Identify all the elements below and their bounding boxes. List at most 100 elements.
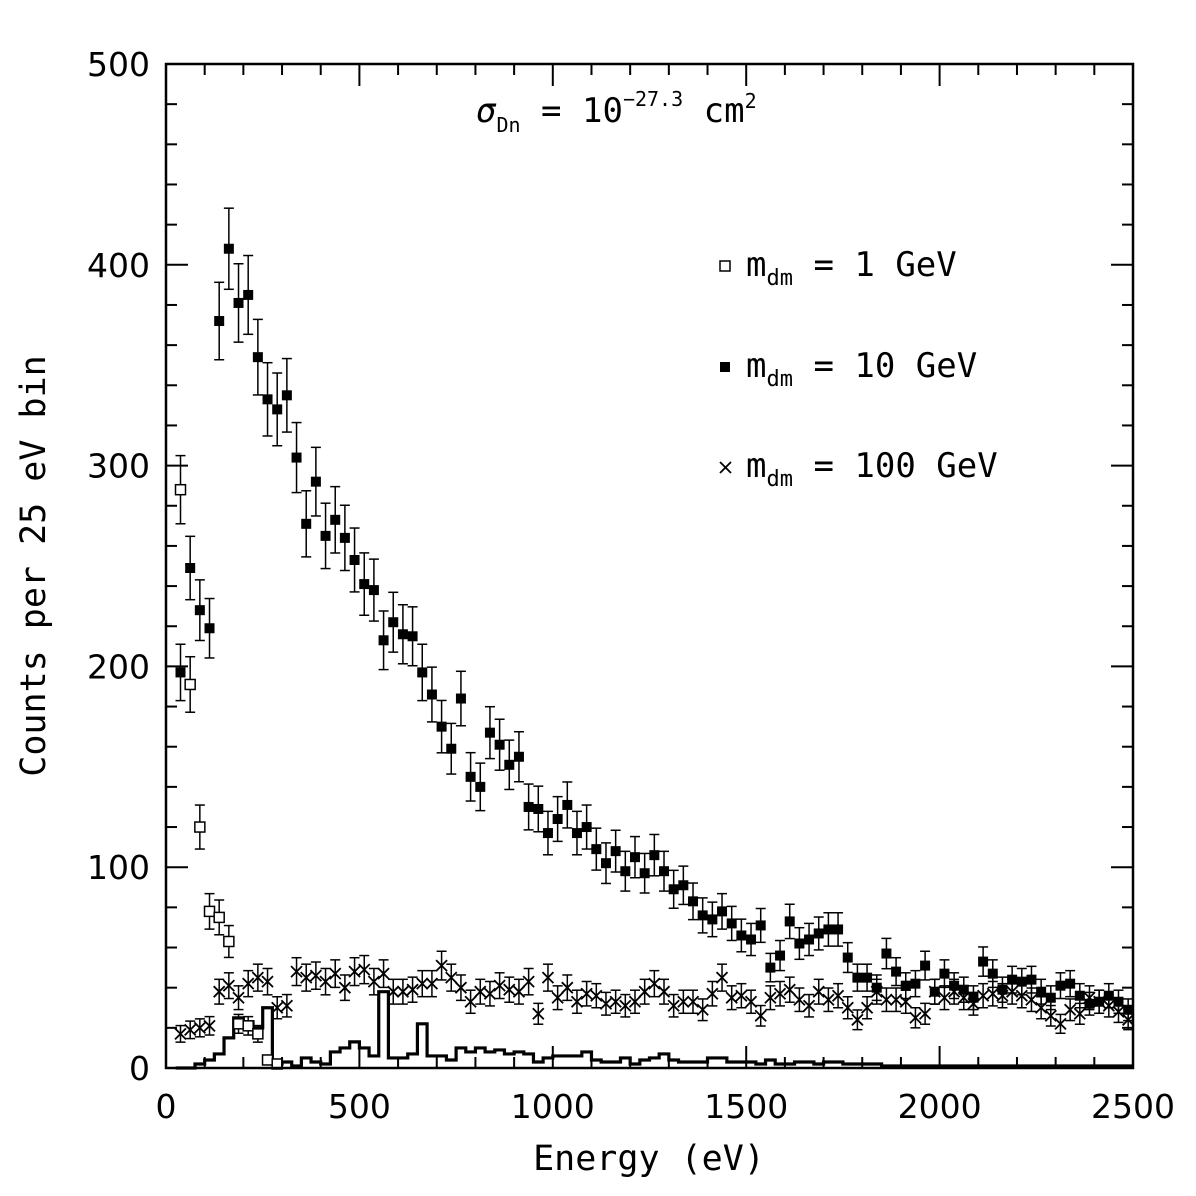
- point-10gev: [852, 972, 863, 983]
- point-100gev: [880, 993, 893, 1006]
- point-100gev: [503, 983, 516, 996]
- point-100gev: [831, 989, 845, 1002]
- point-10gev: [871, 982, 882, 993]
- point-10gev: [823, 924, 834, 935]
- point-10gev: [620, 866, 631, 877]
- point-100gev: [387, 985, 400, 998]
- point-10gev: [600, 858, 611, 869]
- point-1gev: [203, 905, 216, 918]
- point-10gev: [194, 605, 205, 616]
- point-10gev: [1113, 996, 1124, 1007]
- point-100gev: [938, 991, 951, 1004]
- point-10gev: [1103, 990, 1114, 1001]
- y-tick-label: 0: [129, 1049, 150, 1088]
- point-100gev: [522, 975, 535, 988]
- point-100gev: [300, 971, 313, 984]
- point-100gev: [512, 985, 526, 998]
- point-100gev: [599, 997, 613, 1010]
- point-100gev: [580, 987, 593, 1000]
- point-100gev: [1093, 995, 1106, 1008]
- point-100gev: [773, 987, 787, 1000]
- point-10gev: [833, 924, 844, 935]
- point-100gev: [677, 995, 690, 1008]
- point-10gev: [765, 962, 776, 973]
- point-10gev: [310, 476, 321, 487]
- annotation-exponent: −27.3: [623, 87, 683, 111]
- point-10gev: [717, 906, 728, 917]
- point-100gev: [309, 969, 323, 982]
- point-10gev: [513, 751, 524, 762]
- point-100gev: [628, 995, 642, 1008]
- point-100gev: [667, 999, 680, 1012]
- point-10gev: [330, 514, 341, 525]
- point-100gev: [638, 985, 651, 998]
- point-100gev: [1005, 985, 1019, 998]
- point-10gev: [610, 846, 621, 857]
- point-100gev: [358, 963, 371, 976]
- point-100gev: [271, 1001, 284, 1014]
- point-10gev: [1055, 980, 1066, 991]
- point-100gev: [232, 991, 245, 1004]
- point-10gev: [571, 828, 582, 839]
- point-100gev: [280, 999, 294, 1012]
- histogram-layer: [175, 990, 1133, 1070]
- point-10gev: [185, 563, 196, 574]
- point-10gev: [397, 629, 408, 640]
- x-tick-label: 0: [156, 1087, 177, 1126]
- point-10gev: [1036, 986, 1047, 997]
- x-axis-title: Energy (eV): [533, 1139, 765, 1179]
- point-10gev: [494, 739, 505, 750]
- cross-section-annotation: σDn = 10−27.3 cm2: [476, 87, 757, 137]
- point-10gev: [523, 801, 534, 812]
- point-10gev: [804, 934, 815, 945]
- point-10gev: [552, 814, 563, 825]
- background-histogram: [175, 990, 1133, 1070]
- point-10gev: [736, 930, 747, 941]
- point-10gev: [291, 452, 302, 463]
- point-10gev: [1007, 974, 1018, 985]
- point-10gev: [1045, 992, 1056, 1003]
- point-100gev: [570, 995, 584, 1008]
- point-100gev: [261, 975, 274, 988]
- point-100gev: [764, 991, 777, 1004]
- point-100gev: [754, 1009, 767, 1022]
- point-10gev: [349, 554, 360, 565]
- point-100gev: [483, 987, 497, 1000]
- point-100gev: [793, 993, 806, 1006]
- point-10gev: [813, 928, 824, 939]
- point-10gev: [504, 759, 515, 770]
- point-10gev: [1065, 978, 1076, 989]
- legend-label-1gev: mdm = 1 GeV: [746, 245, 957, 291]
- point-10gev: [949, 980, 960, 991]
- point-10gev: [939, 968, 950, 979]
- point-10gev: [794, 938, 805, 949]
- open-square-icon: [719, 260, 731, 272]
- point-100gev: [338, 981, 352, 994]
- point-10gev: [707, 914, 718, 925]
- annotation-unit: cm: [683, 91, 744, 131]
- point-100gev: [918, 1007, 932, 1020]
- point-100gev: [860, 1001, 874, 1014]
- point-100gev: [532, 1007, 545, 1020]
- point-10gev: [562, 799, 573, 810]
- point-10gev: [746, 934, 757, 945]
- point-10gev: [204, 623, 215, 634]
- point-100gev: [406, 983, 419, 996]
- point-10gev: [368, 585, 379, 596]
- point-1gev: [252, 1028, 264, 1040]
- point-10gev: [1074, 990, 1085, 1001]
- point-100gev: [822, 993, 835, 1006]
- point-100gev: [203, 1019, 216, 1032]
- point-100gev: [783, 983, 796, 996]
- point-100gev: [464, 995, 477, 1008]
- point-100gev: [1025, 993, 1038, 1006]
- point-10gev: [214, 316, 225, 327]
- point-10gev: [581, 822, 592, 833]
- point-100gev: [928, 985, 941, 998]
- point-100gev: [851, 1013, 864, 1026]
- point-100gev: [1035, 1001, 1048, 1014]
- point-10gev: [775, 950, 786, 961]
- annotation-subscript: Dn: [496, 113, 520, 137]
- point-10gev: [968, 992, 979, 1003]
- point-10gev: [378, 635, 389, 646]
